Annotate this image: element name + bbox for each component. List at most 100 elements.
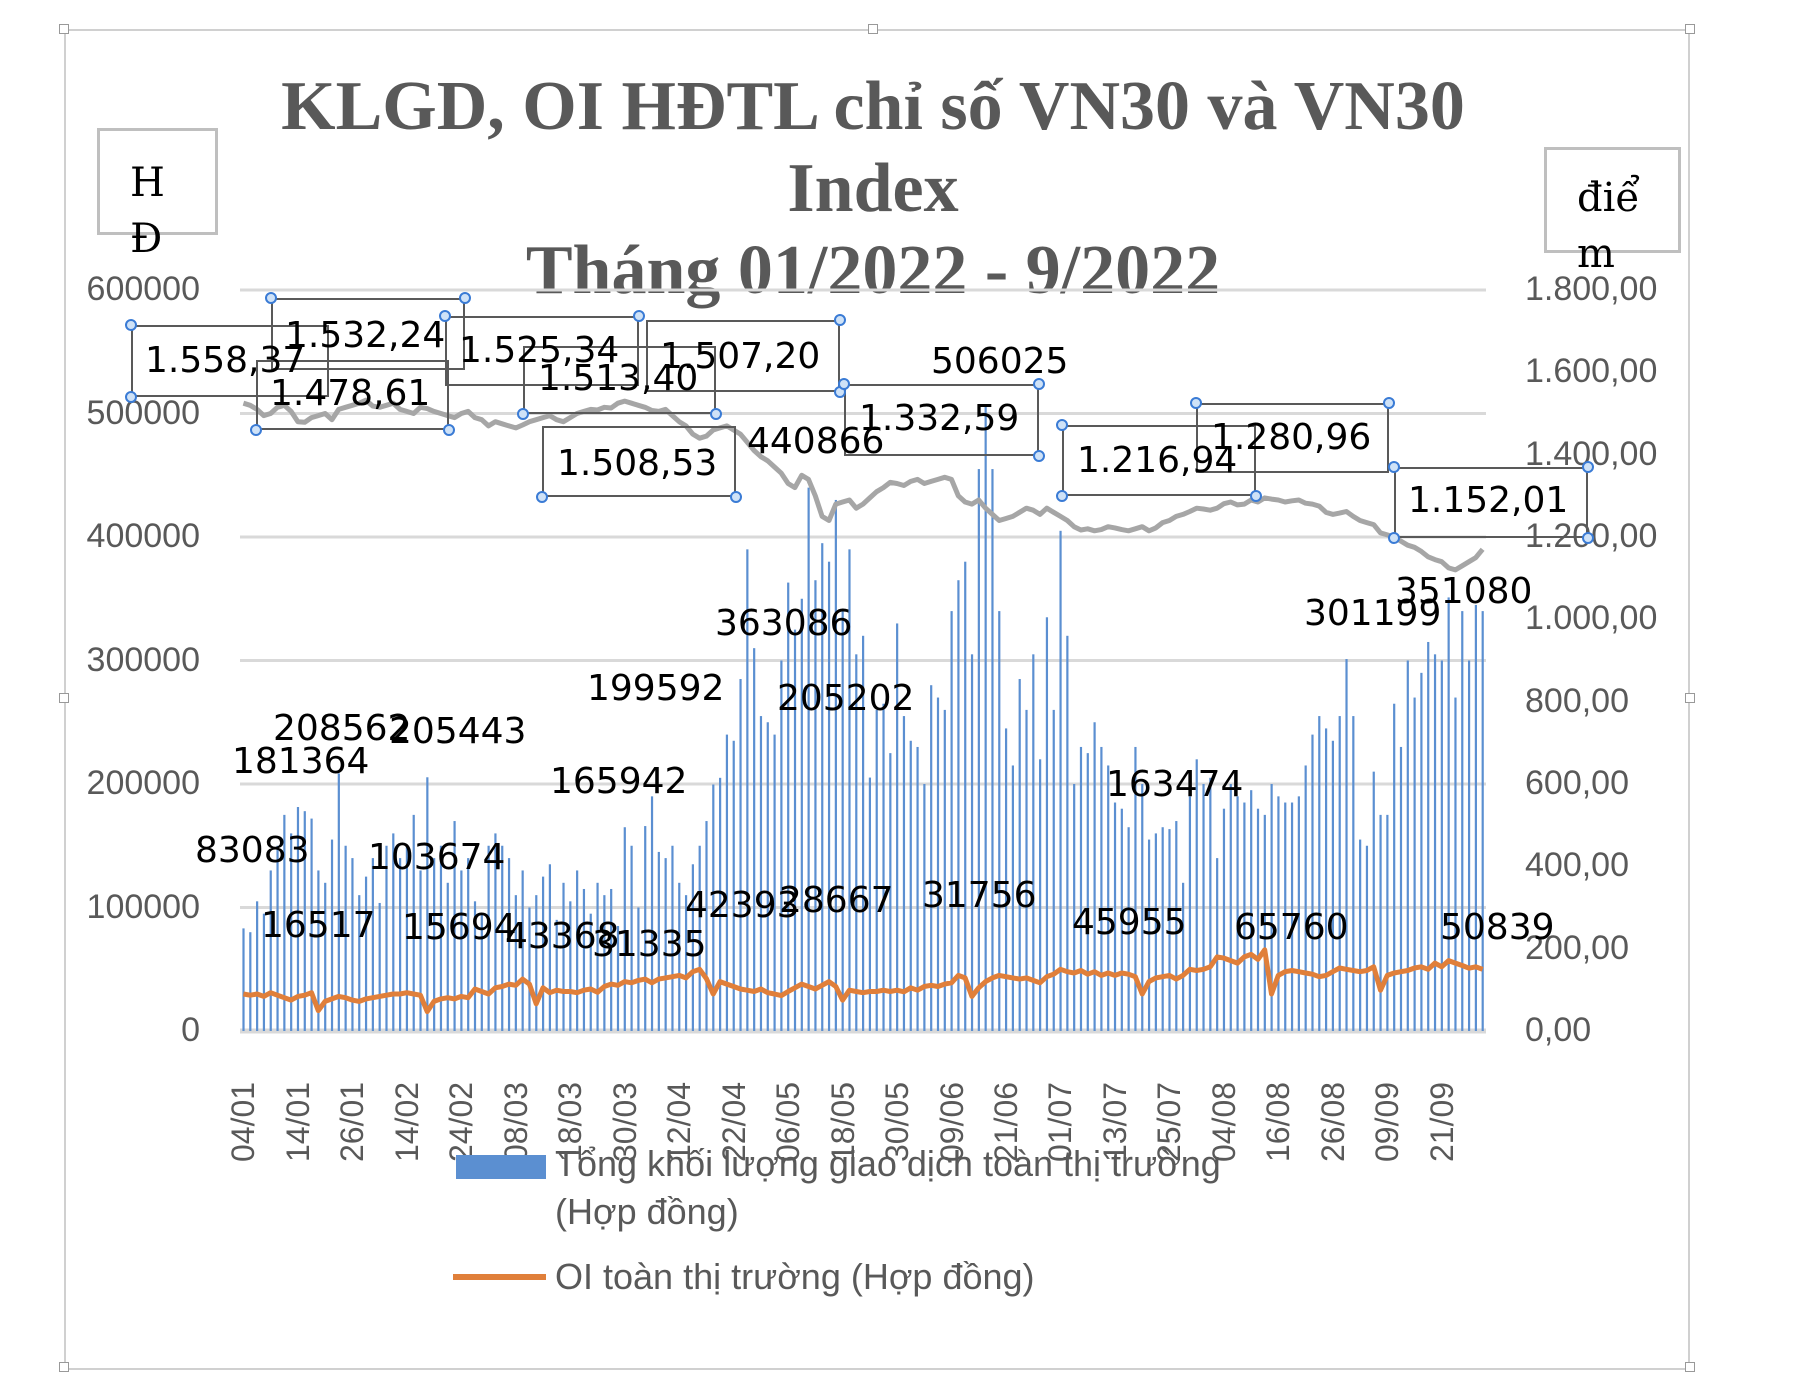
data-label[interactable]: 1.525,34 (459, 330, 620, 371)
annotation-box[interactable] (523, 346, 716, 414)
resize-handle[interactable] (1685, 24, 1695, 34)
selection-handle[interactable] (1056, 419, 1068, 431)
selection-handle[interactable] (1033, 378, 1045, 390)
annotation-box[interactable] (271, 298, 465, 370)
selection-handle[interactable] (1582, 532, 1594, 544)
annotation-box[interactable] (542, 426, 736, 497)
data-label[interactable]: 205443 (389, 711, 527, 752)
annotation-box[interactable] (844, 384, 1039, 456)
data-label[interactable]: 1.507,20 (660, 336, 821, 377)
data-label[interactable]: 45955 (1072, 902, 1187, 943)
data-label[interactable]: 165942 (550, 761, 688, 802)
x-tick-label: 21/09 (1423, 1081, 1460, 1162)
selection-handle[interactable] (838, 378, 850, 390)
volume-bar (269, 870, 272, 1031)
data-label[interactable]: 1.332,59 (859, 398, 1020, 439)
selection-handle[interactable] (125, 391, 137, 403)
volume-bar (535, 895, 538, 1031)
selection-handle[interactable] (834, 314, 846, 326)
data-label[interactable]: 1.152,01 (1408, 480, 1569, 521)
volume-bar (1066, 635, 1069, 1031)
selection-handle[interactable] (250, 424, 262, 436)
data-label[interactable]: 363086 (715, 603, 853, 644)
volume-bar (296, 807, 300, 1031)
selection-handle[interactable] (1250, 490, 1262, 502)
data-label[interactable]: 42393 (685, 885, 800, 926)
data-label[interactable]: 506025 (931, 341, 1069, 382)
selection-handle[interactable] (536, 491, 548, 503)
selection-handle[interactable] (265, 292, 277, 304)
data-label[interactable]: 440866 (747, 421, 885, 462)
data-label[interactable]: 15694 (402, 907, 517, 948)
selection-handle[interactable] (1033, 450, 1045, 462)
volume-bar (970, 654, 974, 1031)
selection-handle[interactable] (1388, 461, 1400, 473)
selection-handle[interactable] (633, 310, 645, 322)
volume-bar (998, 611, 1001, 1031)
annotation-box[interactable] (1196, 403, 1389, 473)
annotation-box[interactable] (256, 360, 449, 430)
volume-bar (1229, 784, 1232, 1031)
volume-bar (1100, 746, 1103, 1031)
annotation-box[interactable] (445, 316, 639, 386)
selection-handle[interactable] (1582, 461, 1594, 473)
selection-handle[interactable] (517, 408, 529, 420)
selection-handle[interactable] (1190, 397, 1202, 409)
data-label[interactable]: 1.513,40 (538, 358, 699, 399)
data-label[interactable]: 43368 (505, 916, 620, 957)
selection-handle[interactable] (125, 319, 137, 331)
selection-handle[interactable] (1056, 490, 1068, 502)
volume-bar (964, 561, 967, 1031)
data-label[interactable]: 1.532,24 (285, 315, 446, 356)
data-label[interactable]: 31335 (592, 924, 707, 965)
data-label[interactable]: 65760 (1234, 907, 1349, 948)
resize-handle[interactable] (1685, 693, 1695, 703)
data-label[interactable]: 103674 (368, 837, 506, 878)
data-label[interactable]: 1.478,61 (270, 373, 431, 414)
data-label[interactable]: 181364 (232, 741, 370, 782)
y-left-tick-label: 500000 (86, 393, 200, 432)
volume-bar (827, 561, 831, 1031)
data-label[interactable]: 351080 (1395, 571, 1533, 612)
volume-bar (1324, 728, 1328, 1031)
data-label[interactable]: 83083 (195, 830, 310, 871)
volume-bar (412, 814, 415, 1031)
data-label[interactable]: 1.216,94 (1077, 440, 1238, 481)
volume-bar (1440, 660, 1443, 1031)
resize-handle[interactable] (59, 24, 69, 34)
selection-handle[interactable] (1383, 397, 1395, 409)
data-label[interactable]: 28667 (779, 880, 894, 921)
annotation-box[interactable] (1394, 467, 1588, 538)
selection-handle[interactable] (443, 424, 455, 436)
volume-bar (1039, 759, 1042, 1031)
x-tick-label: 09/09 (1369, 1081, 1406, 1162)
volume-bar (712, 784, 715, 1031)
selection-handle[interactable] (439, 310, 451, 322)
data-label[interactable]: 31756 (922, 875, 1037, 916)
resize-handle[interactable] (1685, 1362, 1695, 1372)
volume-bar (1236, 796, 1239, 1031)
selection-handle[interactable] (730, 491, 742, 503)
data-label[interactable]: 208562 (273, 708, 411, 749)
resize-handle[interactable] (59, 1362, 69, 1372)
data-label[interactable]: 205202 (777, 678, 915, 719)
data-label[interactable]: 301199 (1304, 593, 1442, 634)
data-label[interactable]: 163474 (1106, 764, 1244, 805)
selection-handle[interactable] (710, 408, 722, 420)
data-label[interactable]: 1.280,96 (1211, 417, 1372, 458)
volume-bar (678, 882, 681, 1031)
resize-handle[interactable] (59, 693, 69, 703)
selection-handle[interactable] (459, 292, 471, 304)
selection-handle[interactable] (1388, 532, 1400, 544)
data-label[interactable]: 50839 (1440, 907, 1555, 948)
vn30-index-line (242, 397, 1485, 573)
data-label[interactable]: 16517 (261, 905, 376, 946)
annotation-box[interactable] (1062, 425, 1256, 496)
volume-bar (1243, 802, 1246, 1031)
data-label[interactable]: 199592 (587, 668, 725, 709)
volume-bar (936, 697, 940, 1031)
data-label[interactable]: 1.508,53 (557, 443, 718, 484)
annotation-box[interactable] (646, 320, 840, 392)
data-label[interactable]: 1.558,37 (145, 340, 306, 381)
resize-handle[interactable] (868, 24, 878, 34)
